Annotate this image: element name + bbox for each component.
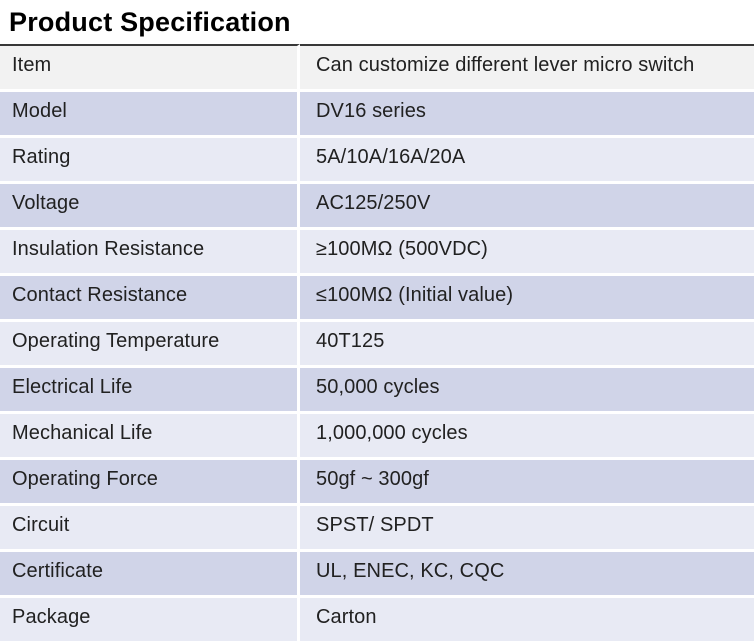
spec-row-label: Rating xyxy=(0,138,300,184)
spec-table-row: Insulation Resistance ≥100MΩ (500VDC) xyxy=(0,230,754,276)
spec-row-label: Operating Temperature xyxy=(0,322,300,368)
spec-row-value: 1,000,000 cycles xyxy=(300,414,754,460)
spec-table-row: Operating Temperature 40T125 xyxy=(0,322,754,368)
spec-table-row: Operating Force 50gf ~ 300gf xyxy=(0,460,754,506)
spec-table: Item Can customize different lever micro… xyxy=(0,44,754,644)
spec-row-value: 40T125 xyxy=(300,322,754,368)
spec-row-value: 5A/10A/16A/20A xyxy=(300,138,754,184)
spec-row-value: DV16 series xyxy=(300,92,754,138)
spec-table-row: Model DV16 series xyxy=(0,92,754,138)
spec-row-value: Carton xyxy=(300,598,754,644)
spec-row-value: AC125/250V xyxy=(300,184,754,230)
spec-row-label: Package xyxy=(0,598,300,644)
spec-table-row: Voltage AC125/250V xyxy=(0,184,754,230)
spec-row-label: Item xyxy=(0,44,300,92)
spec-row-value: UL, ENEC, KC, CQC xyxy=(300,552,754,598)
spec-row-label: Mechanical Life xyxy=(0,414,300,460)
spec-row-value: ≥100MΩ (500VDC) xyxy=(300,230,754,276)
spec-row-label: Contact Resistance xyxy=(0,276,300,322)
spec-table-row: Mechanical Life 1,000,000 cycles xyxy=(0,414,754,460)
spec-row-value: SPST/ SPDT xyxy=(300,506,754,552)
spec-table-row: Electrical Life 50,000 cycles xyxy=(0,368,754,414)
spec-table-row: Rating 5A/10A/16A/20A xyxy=(0,138,754,184)
spec-table-row: Contact Resistance ≤100MΩ (Initial value… xyxy=(0,276,754,322)
spec-table-row: Package Carton xyxy=(0,598,754,644)
spec-table-row: Certificate UL, ENEC, KC, CQC xyxy=(0,552,754,598)
spec-table-row: Item Can customize different lever micro… xyxy=(0,44,754,92)
spec-row-label: Circuit xyxy=(0,506,300,552)
spec-row-label: Model xyxy=(0,92,300,138)
spec-table-body: Item Can customize different lever micro… xyxy=(0,44,754,644)
spec-row-value: ≤100MΩ (Initial value) xyxy=(300,276,754,322)
spec-table-row: Circuit SPST/ SPDT xyxy=(0,506,754,552)
spec-row-value: Can customize different lever micro swit… xyxy=(300,44,754,92)
spec-row-value: 50,000 cycles xyxy=(300,368,754,414)
spec-row-label: Certificate xyxy=(0,552,300,598)
spec-row-value: 50gf ~ 300gf xyxy=(300,460,754,506)
page-title: Product Specification xyxy=(9,7,291,37)
spec-row-label: Insulation Resistance xyxy=(0,230,300,276)
spec-row-label: Electrical Life xyxy=(0,368,300,414)
spec-row-label: Voltage xyxy=(0,184,300,230)
spec-row-label: Operating Force xyxy=(0,460,300,506)
